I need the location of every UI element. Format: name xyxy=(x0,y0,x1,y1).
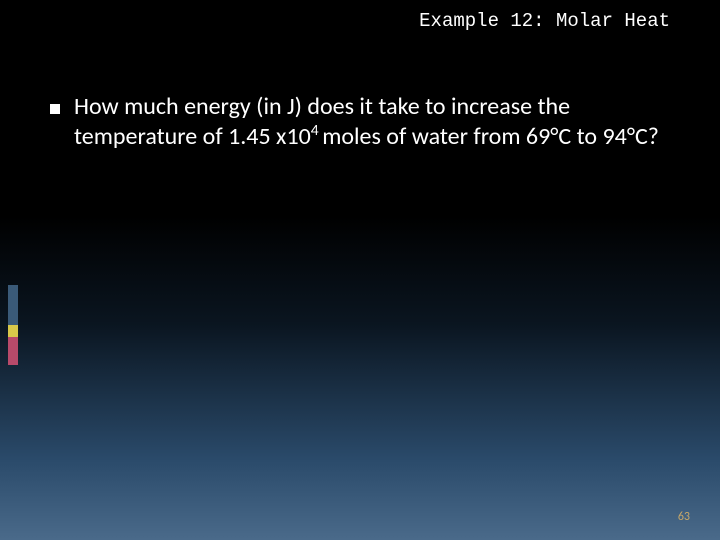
bullet-marker-icon xyxy=(50,104,60,114)
slide-title: Example 12: Molar Heat xyxy=(419,10,670,32)
bullet-text-exponent: 4 xyxy=(311,121,322,140)
bullet-item: How much energy (in J) does it take to i… xyxy=(50,92,670,152)
page-number: 63 xyxy=(678,510,690,524)
slide-body: How much energy (in J) does it take to i… xyxy=(50,92,670,152)
bullet-text-post: moles of water from 69°C to 94°C? xyxy=(322,122,659,151)
accent-bar xyxy=(8,285,18,365)
accent-segment-blue xyxy=(8,285,18,325)
slide: Example 12: Molar Heat How much energy (… xyxy=(0,0,720,540)
accent-segment-yellow xyxy=(8,325,18,337)
bullet-text: How much energy (in J) does it take to i… xyxy=(74,92,670,152)
accent-segment-red xyxy=(8,337,18,365)
